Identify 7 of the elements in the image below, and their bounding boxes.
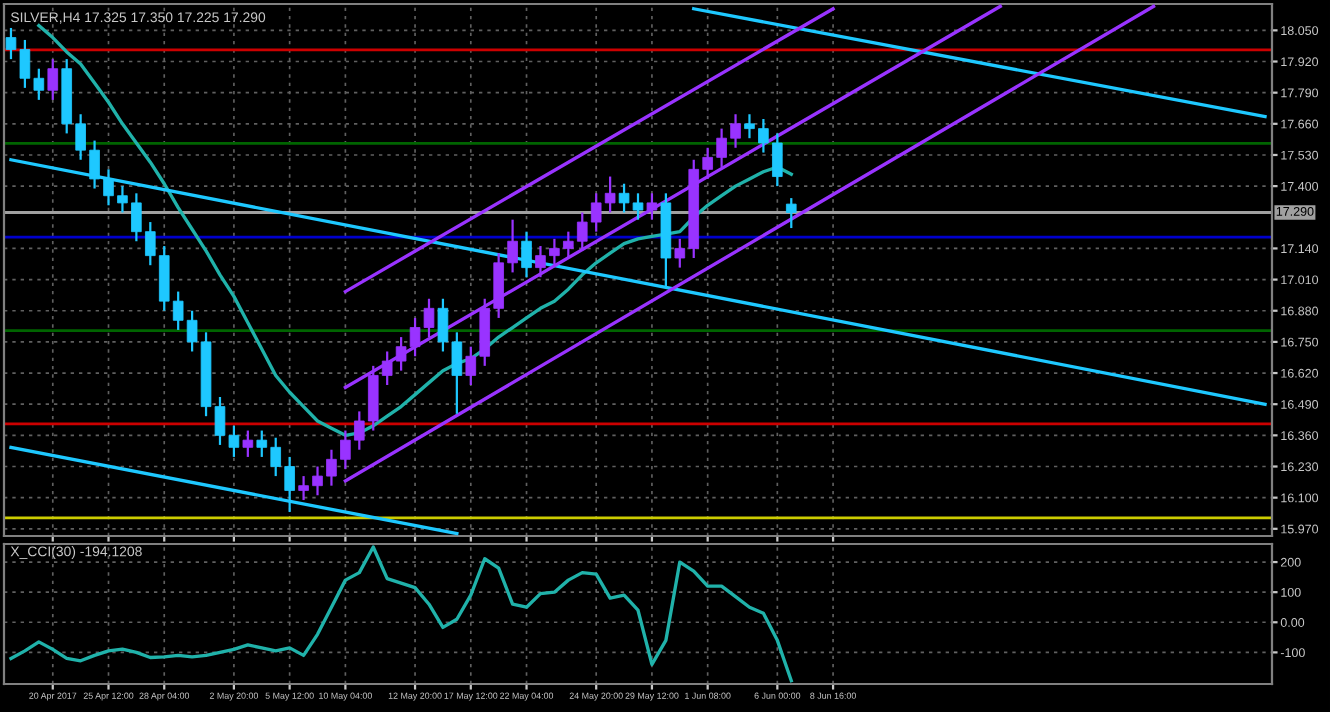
candlestick: [47, 58, 59, 101]
line-series: [9, 545, 793, 683]
candlestick: [521, 230, 532, 279]
line-series: [37, 23, 793, 438]
candlestick: [242, 429, 254, 459]
candlestick: [785, 197, 797, 230]
candlestick: [646, 192, 658, 221]
